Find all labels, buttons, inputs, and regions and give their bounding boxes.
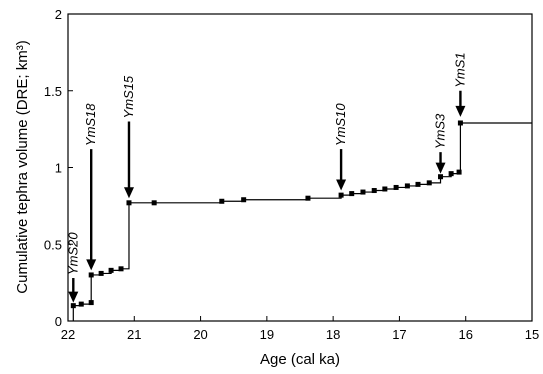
data-point (338, 192, 344, 198)
y-tick-label: 0 (55, 314, 62, 329)
series-markers (70, 120, 463, 309)
x-tick-label: 15 (525, 327, 539, 342)
annotation-arrow-head (68, 291, 79, 303)
data-point (360, 189, 366, 195)
data-point (118, 266, 124, 272)
data-point (404, 183, 410, 189)
data-point (415, 181, 421, 187)
annotations: YmS20 YmS18 YmS15 YmS10 YmS3 YmS1 (65, 52, 467, 303)
annotation-arrow-head (336, 179, 347, 191)
x-tick-label: 19 (260, 327, 274, 342)
data-point (456, 169, 462, 175)
annotation-label: YmS15 (121, 75, 136, 118)
annotation-arrow-head (455, 105, 466, 117)
series-line (72, 122, 532, 321)
annotation-label: YmS3 (433, 113, 448, 149)
y-tick-label: 1 (55, 161, 62, 176)
data-point (438, 174, 444, 180)
data-point (78, 301, 84, 307)
data-point (426, 180, 432, 186)
data-point (88, 272, 94, 278)
x-axis-label: Age (cal ka) (260, 351, 340, 368)
x-tick-label: 20 (193, 327, 207, 342)
annotation-arrow-head (123, 187, 134, 199)
data-point (88, 300, 94, 306)
y-axis: 0 0.5 1 1.5 2 (44, 7, 73, 329)
annotation-arrow-head (86, 259, 97, 271)
annotation-label: YmS18 (83, 103, 98, 146)
data-point (241, 197, 247, 203)
data-point (393, 184, 399, 190)
data-point (448, 171, 454, 177)
x-tick-label: 22 (61, 327, 75, 342)
annotation-label: YmS20 (65, 232, 80, 275)
y-tick-label: 0.5 (44, 237, 62, 252)
x-tick-label: 17 (392, 327, 406, 342)
data-point (108, 267, 114, 273)
data-point (305, 195, 311, 201)
x-axis: 22 21 20 19 18 17 16 15 (61, 316, 539, 342)
data-point (371, 188, 377, 194)
data-point (457, 120, 463, 126)
annotation-arrow-head (435, 162, 446, 174)
x-tick-label: 16 (458, 327, 472, 342)
x-tick-label: 18 (326, 327, 340, 342)
data-point (70, 303, 76, 309)
y-tick-label: 1.5 (44, 84, 62, 99)
annotation-label: YmS10 (333, 103, 348, 146)
data-point (98, 270, 104, 276)
y-tick-label: 2 (55, 7, 62, 22)
data-point (382, 186, 388, 192)
data-point (151, 200, 157, 206)
data-point (126, 200, 132, 206)
data-point (349, 191, 355, 197)
x-tick-label: 21 (127, 327, 141, 342)
y-axis-label: Cumulative tephra volume (DRE; km³) (14, 40, 31, 293)
annotation-label: YmS1 (452, 52, 467, 87)
data-point (219, 198, 225, 204)
